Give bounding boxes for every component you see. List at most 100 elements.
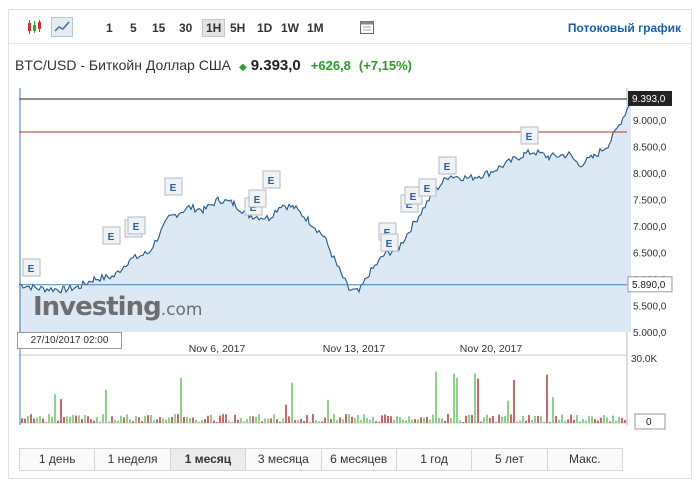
x-tick-label: Nov 13, 2017 xyxy=(323,343,386,355)
event-marker xyxy=(127,216,146,235)
volume-bar xyxy=(276,419,278,423)
volume-bar xyxy=(288,416,290,423)
range-button[interactable]: 6 месяцев xyxy=(321,449,397,470)
volume-bar xyxy=(237,419,239,423)
volume-bar xyxy=(249,415,251,423)
volume-bar xyxy=(600,417,602,423)
range-button[interactable]: 1 день xyxy=(20,449,96,470)
calendar-icon[interactable] xyxy=(356,17,378,37)
volume-bar xyxy=(51,416,53,423)
event-marker xyxy=(164,177,183,196)
volume-bar xyxy=(99,421,101,423)
volume-bar xyxy=(309,421,311,423)
volume-bar xyxy=(183,417,185,423)
range-selector: 1 день 1 неделя 1 месяц 3 месяца 6 месяцев 1 … xyxy=(19,448,623,471)
event-marker-label: E xyxy=(526,132,533,143)
volume-bar xyxy=(177,414,179,423)
volume-bar xyxy=(240,417,242,423)
volume-bar xyxy=(111,416,113,423)
volume-axis-bottom: 0 xyxy=(646,417,652,428)
timeframe-15[interactable]: 15 xyxy=(152,21,166,35)
volume-bar xyxy=(192,417,194,423)
cursor-price-tag xyxy=(627,276,673,293)
timeframe-1w[interactable]: 1W xyxy=(281,21,299,35)
range-button[interactable]: Макс. xyxy=(547,449,622,470)
line-chart-icon[interactable] xyxy=(51,17,73,37)
volume-bar xyxy=(522,416,524,423)
volume-bar xyxy=(222,414,224,423)
volume-bar xyxy=(84,414,86,423)
volume-bar xyxy=(234,414,236,423)
streaming-chart-link[interactable]: Потоковый график xyxy=(567,21,681,35)
timeframe-5[interactable]: 5 xyxy=(130,21,137,35)
timeframe-1h[interactable]: 1H xyxy=(202,19,226,37)
instrument-change: +626,8 xyxy=(310,58,351,73)
volume-bar xyxy=(381,415,383,423)
volume-bar xyxy=(555,415,557,423)
volume-bar xyxy=(291,382,293,423)
volume-bar xyxy=(513,380,515,423)
volume-bar xyxy=(156,419,158,423)
timeframe-1[interactable]: 1 xyxy=(106,21,113,35)
timeframe-5h[interactable]: 5H xyxy=(230,21,246,35)
volume-bar xyxy=(528,415,530,423)
price-chart[interactable]: 9.000,0 8.500,0 8.000,0 7.500,0 7.000,0 6.500… xyxy=(9,10,691,440)
volume-bar xyxy=(243,421,245,423)
volume-bar xyxy=(261,421,263,423)
volume-bar xyxy=(396,416,398,423)
volume-bar xyxy=(387,415,389,423)
y-tick-label: 8.500,0 xyxy=(633,142,667,153)
volume-bar xyxy=(204,419,206,423)
volume-bar xyxy=(69,416,71,423)
range-button[interactable]: 1 неделя xyxy=(95,449,171,470)
x-tick-label: Nov 6, 2017 xyxy=(189,343,246,355)
toolbar: 1 5 15 30 1H 5H 1D 1W 1M Потоковый графи… xyxy=(9,10,691,44)
volume-bar xyxy=(621,418,623,423)
range-button[interactable]: 1 год xyxy=(396,449,473,470)
volume-bar xyxy=(573,419,575,423)
volume-bar xyxy=(408,416,410,423)
volume-bar xyxy=(447,414,449,423)
volume-bar xyxy=(354,418,356,423)
range-button[interactable]: 5 лет xyxy=(472,449,548,470)
range-button[interactable]: 3 месяца xyxy=(246,449,322,470)
volume-bar xyxy=(441,418,443,423)
volume-bar xyxy=(96,417,98,423)
event-marker-label: E xyxy=(254,195,261,206)
volume-bar xyxy=(144,416,146,423)
volume-bar xyxy=(552,397,554,423)
volume-bar xyxy=(516,421,518,423)
cursor-date-label: 27/10/2017 02:00 xyxy=(17,332,122,349)
event-marker xyxy=(102,226,121,245)
volume-bar xyxy=(81,418,83,423)
volume-bar xyxy=(384,414,386,423)
volume-bar xyxy=(348,414,350,423)
price-line xyxy=(18,98,632,294)
event-marker-label: E xyxy=(28,264,35,275)
volume-bar xyxy=(363,414,365,423)
volume-bar xyxy=(297,420,299,423)
y-tick-label: 8.000,0 xyxy=(633,169,667,180)
current-price-label: 9.393,0 xyxy=(632,94,666,105)
volume-bar xyxy=(333,414,335,423)
volume-bar xyxy=(597,420,599,423)
timeframe-30[interactable]: 30 xyxy=(179,21,193,35)
event-marker-label: E xyxy=(250,203,257,214)
y-tick-label: 5.500,0 xyxy=(633,301,667,312)
volume-bar xyxy=(462,421,464,423)
volume-bar xyxy=(570,414,572,423)
volume-bar xyxy=(465,415,467,423)
volume-bar xyxy=(186,416,188,423)
volume-bar xyxy=(426,416,428,423)
volume-bar xyxy=(543,421,545,423)
timeframe-1d[interactable]: 1D xyxy=(257,21,273,35)
timeframe-1m[interactable]: 1M xyxy=(307,21,324,35)
volume-value-tag xyxy=(634,413,666,430)
volume-bar xyxy=(519,420,521,423)
volume-bar xyxy=(591,416,593,423)
range-button[interactable]: 1 месяц xyxy=(170,449,247,470)
volume-bar xyxy=(132,421,134,423)
volume-bar xyxy=(165,419,167,423)
candlestick-icon[interactable] xyxy=(23,17,45,37)
volume-bar xyxy=(294,420,296,423)
